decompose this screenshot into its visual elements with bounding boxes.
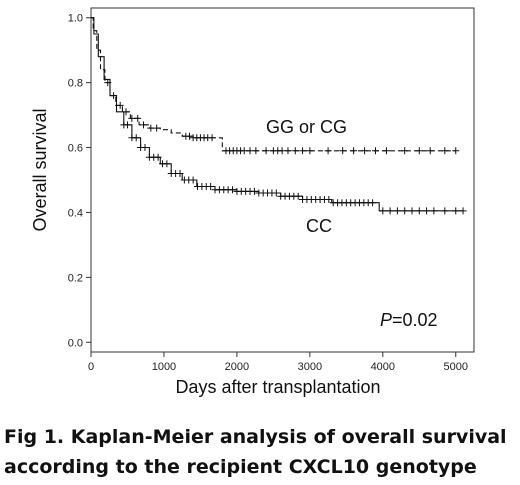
censor-mark [140, 121, 148, 129]
censor-mark [147, 124, 155, 132]
x-tick-label: 4000 [371, 361, 395, 373]
censor-mark [415, 207, 423, 215]
figure-caption: Fig 1. Kaplan-Meier analysis of overall … [4, 422, 516, 482]
censor-mark [441, 147, 449, 155]
censor-mark [154, 153, 162, 161]
censor-mark [306, 147, 314, 155]
censor-mark [229, 186, 237, 194]
censor-mark [423, 207, 431, 215]
censor-mark [324, 147, 332, 155]
censor-mark [272, 189, 280, 197]
censor-mark [372, 147, 380, 155]
censor-mark [163, 160, 171, 168]
censor-mark [350, 147, 358, 155]
km-survival-chart: 0 1000 2000 3000 4000 50000.00.20.40.60.81.0 … [30, 7, 475, 397]
series-layer [91, 17, 467, 215]
censor-mark [415, 147, 423, 155]
censor-mark [426, 147, 434, 155]
censor-mark [369, 199, 377, 207]
censor-mark [459, 207, 467, 215]
x-tick-label: 0 [88, 361, 94, 373]
censor-mark [250, 187, 258, 195]
y-tick-label: 0.2 [68, 272, 83, 284]
censor-mark [240, 147, 248, 155]
series-label-cc: CC [306, 216, 332, 236]
censor-mark [246, 147, 254, 155]
y-axis-label: Overall survival [30, 108, 50, 231]
censor-mark [278, 147, 286, 155]
censor-mark [452, 207, 460, 215]
y-tick-label: 0.4 [68, 207, 83, 219]
censor-mark [379, 207, 387, 215]
censor-mark [262, 147, 270, 155]
p-value-number: =0.02 [392, 310, 438, 330]
censor-mark [393, 207, 401, 215]
censor-mark [123, 121, 131, 129]
censor-mark [284, 147, 292, 155]
censor-mark [408, 207, 416, 215]
censor-mark [299, 147, 307, 155]
censor-mark [401, 147, 409, 155]
y-tick-label: 0.8 [68, 78, 83, 90]
x-axis-label: Days after transplantation [175, 377, 380, 397]
x-tick-label: 3000 [298, 361, 322, 373]
caption-line-1: Fig 1. Kaplan-Meier analysis of overall … [4, 426, 507, 448]
censor-mark [116, 101, 124, 109]
y-tick-label: 1.0 [68, 13, 83, 25]
censor-mark [132, 134, 140, 142]
censor-mark [325, 195, 333, 203]
censor-mark [441, 207, 449, 215]
axes: 0 1000 2000 3000 4000 5000 0.0 0.2 0.4 0.6 0.8 1.0 [68, 7, 475, 373]
censor-mark [361, 147, 369, 155]
censor-mark [189, 176, 197, 184]
censor-mark [141, 144, 149, 152]
censor-mark [134, 114, 142, 122]
censor-mark [294, 192, 302, 200]
censor-mark [382, 147, 390, 155]
series-line-cc [91, 17, 464, 212]
censor-mark [185, 132, 193, 140]
censor-mark [176, 170, 184, 178]
series-label-gg-or-cg: GG or CG [266, 117, 347, 137]
x-tick-label: 5000 [444, 361, 468, 373]
censor-mark [252, 147, 260, 155]
plot-frame [90, 7, 475, 353]
censor-mark [153, 124, 161, 132]
censor-mark [207, 182, 215, 190]
y-tick-label: 0.6 [68, 143, 83, 155]
censor-mark [339, 147, 347, 155]
p-value-annotation: P=0.02 [380, 310, 438, 330]
caption-line-2: according to the recipient CXCL10 genoty… [4, 456, 477, 478]
censor-mark [430, 207, 438, 215]
x-tick-label: 1000 [152, 361, 176, 373]
y-tick-label: 0.0 [68, 337, 83, 349]
censor-mark [208, 134, 216, 142]
censor-mark [386, 207, 394, 215]
censor-mark [452, 147, 460, 155]
x-tick-label: 2000 [225, 361, 249, 373]
censor-mark [291, 147, 299, 155]
censor-mark [401, 207, 409, 215]
p-value-symbol: P [380, 310, 392, 330]
censor-mark [128, 114, 136, 122]
